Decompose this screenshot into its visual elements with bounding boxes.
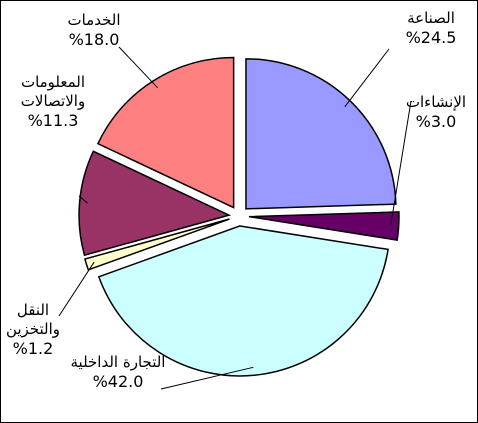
leader-line [118,46,158,89]
pie-slice [96,56,235,209]
category-name: التجارة الداخلية [70,353,166,371]
slice-label: المعلومات والاتصالات %11.3 [3,73,103,130]
pie-slice [78,150,232,257]
category-name: الإنشاءات [405,93,467,111]
pie-slice [248,211,400,241]
value-label: %42.0 [92,372,144,391]
leader-line [160,366,254,390]
slice-label: الخدمات %18.0 [49,11,139,49]
category-name: الصناعة [407,9,455,27]
category-name: الخدمات [67,11,121,29]
value-label: %1.2 [12,339,54,358]
value-label: %3.0 [415,112,457,131]
category-name: المعلومات والاتصالات [20,73,86,110]
value-label: %11.3 [27,111,79,130]
leader-line [78,195,88,204]
slice-label: التجارة الداخلية %42.0 [63,353,173,391]
leader-line [390,100,412,226]
category-name: النقل والتخزين [5,301,61,338]
leader-line [344,48,390,108]
pie-slice [97,225,389,377]
value-label: %24.5 [405,28,457,47]
pie-slice [245,58,397,210]
value-label: %18.0 [68,30,120,49]
slice-label: الإنشاءات %3.0 [401,93,471,131]
leader-line [58,261,95,317]
slice-label: الصناعة %24.5 [386,9,476,47]
pie-slice [83,218,230,271]
slice-label: النقل والتخزين %1.2 [3,301,63,358]
